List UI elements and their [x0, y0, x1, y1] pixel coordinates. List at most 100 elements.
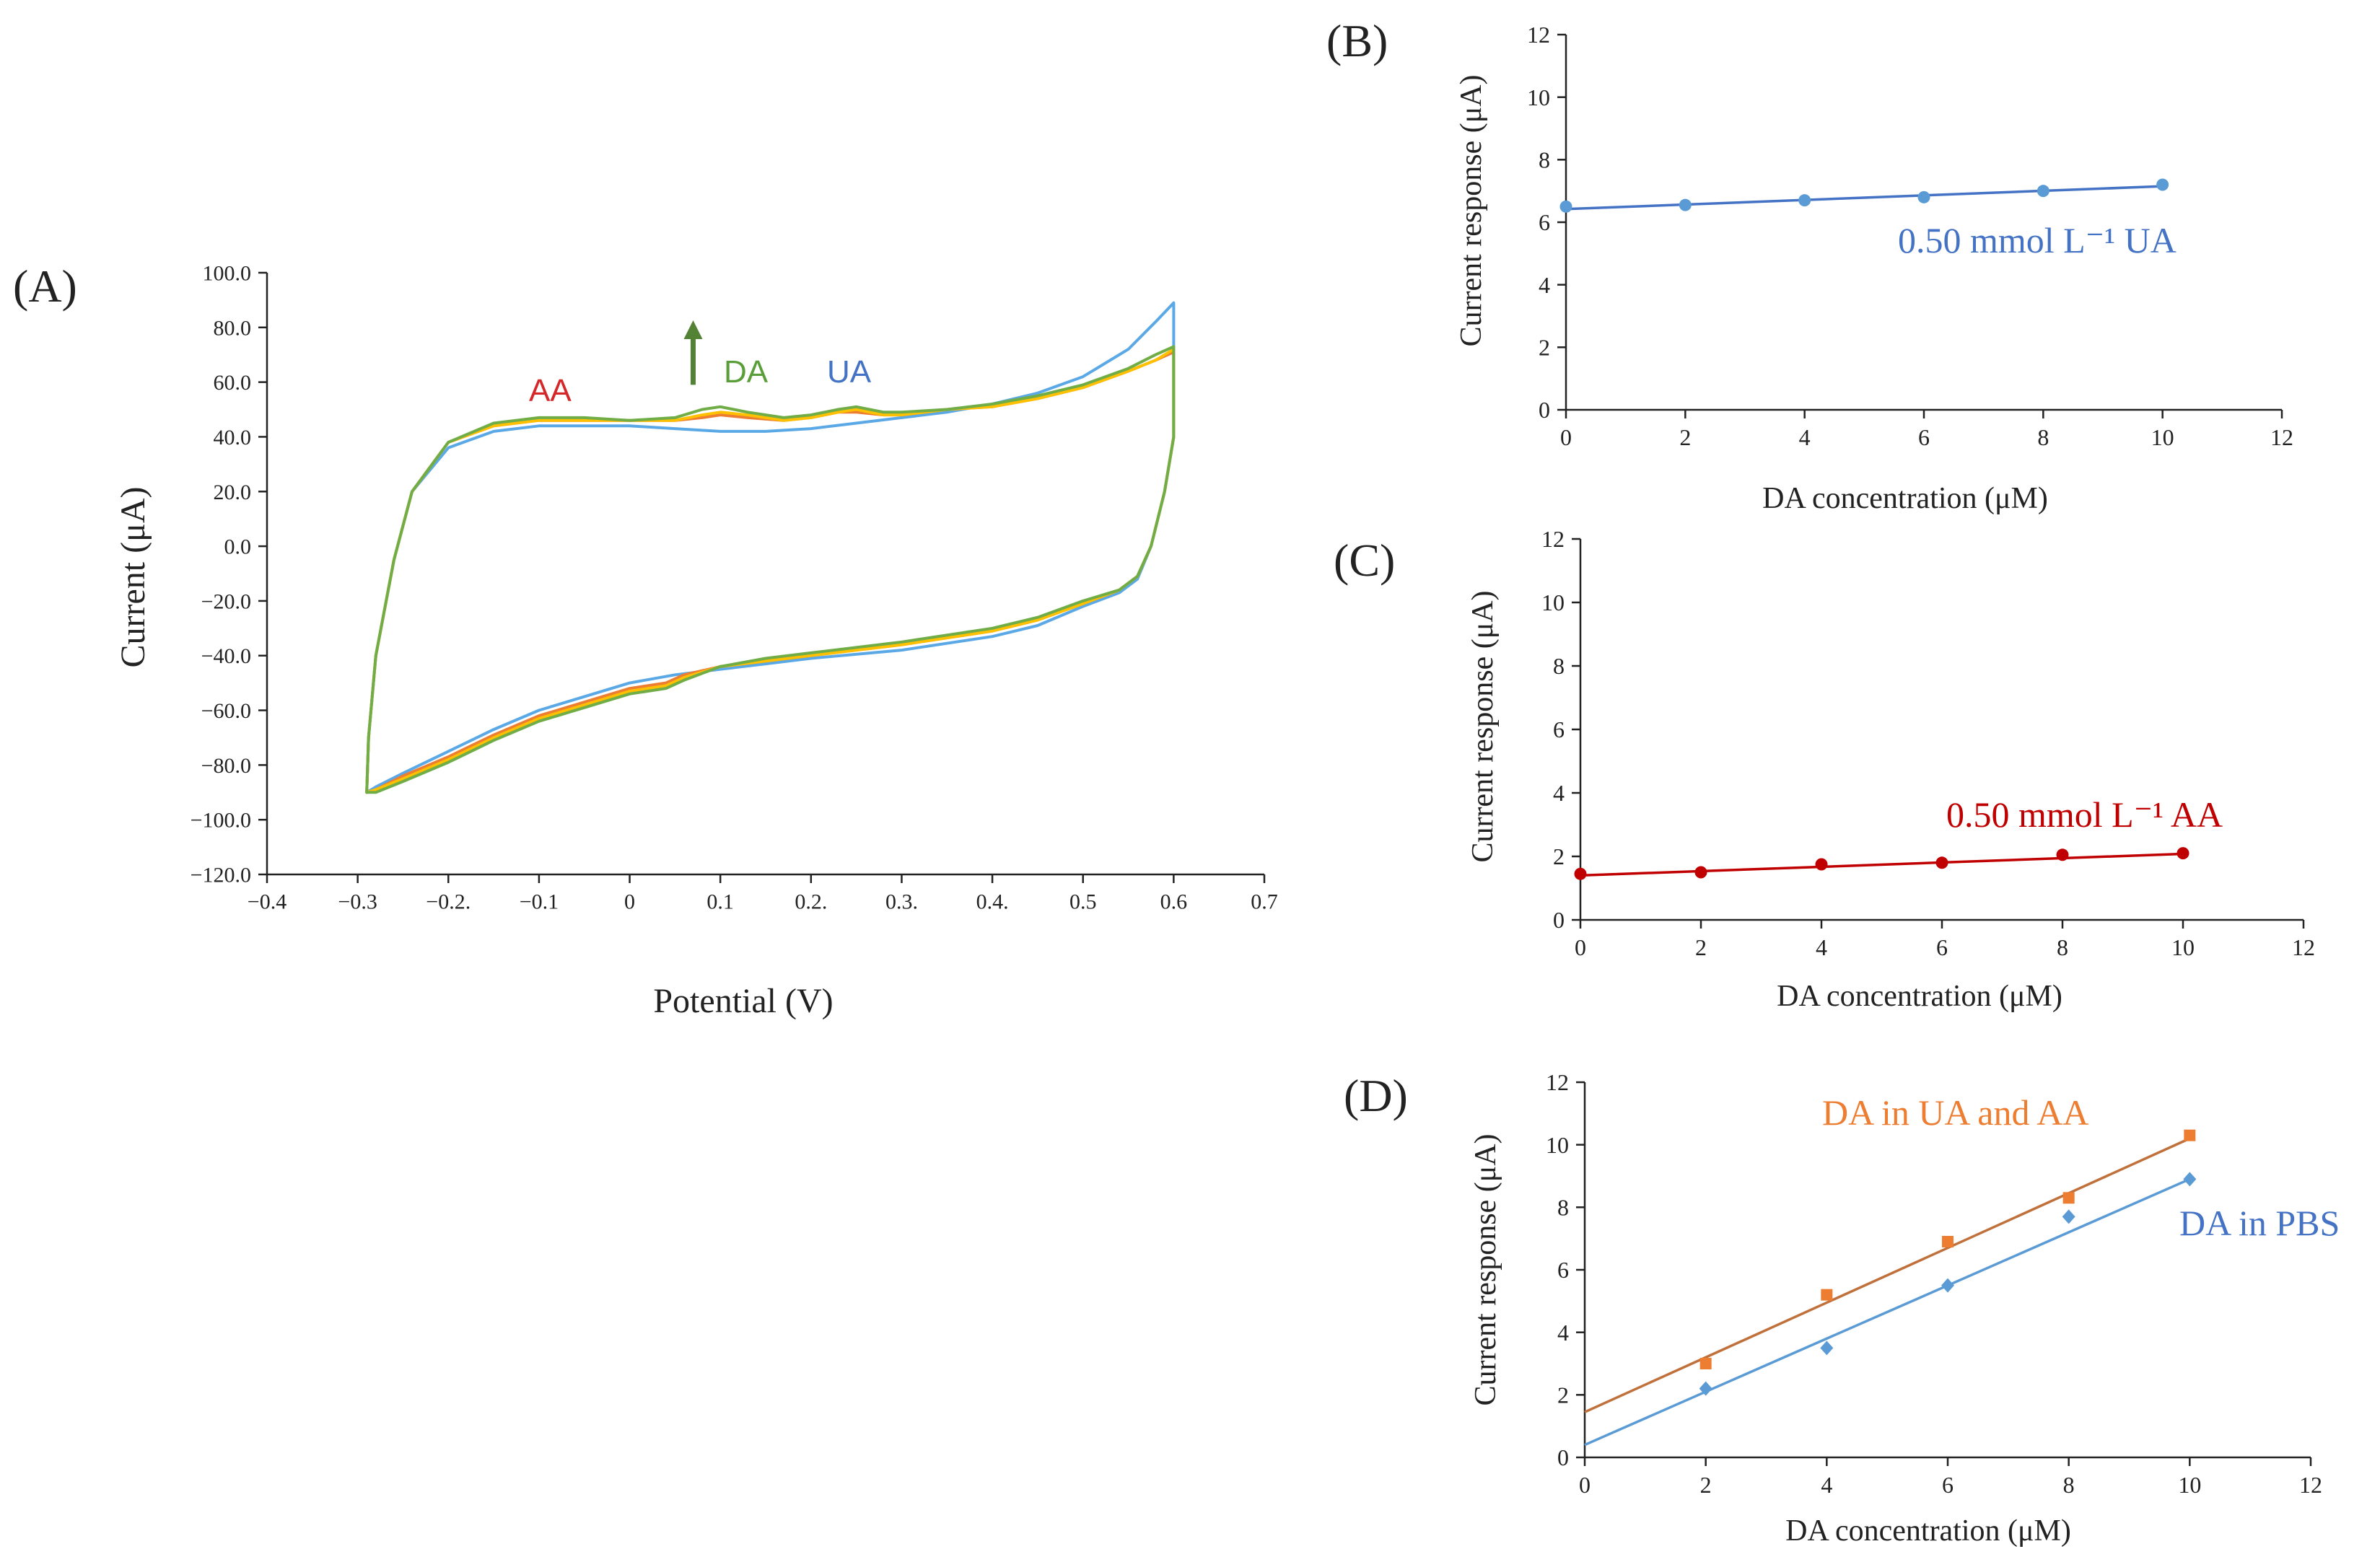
p2-data-point-0 — [1935, 856, 1948, 869]
p2-x-tick-label: 2 — [1695, 934, 1707, 960]
panel-label-b: (B) — [1326, 15, 1388, 66]
p2-y-tick-label: 4 — [1553, 780, 1565, 806]
p1-data-point-0 — [1679, 198, 1692, 211]
p1-data-point-0 — [1917, 190, 1930, 203]
p0-y-tick-label: 40.0 — [214, 426, 252, 449]
p1-x-tick-label: 12 — [2270, 424, 2293, 450]
p0-cv-loop-3 — [365, 345, 1176, 794]
p0-x-tick-label: 0.5 — [1069, 890, 1097, 914]
p0-y-tick-label: −60.0 — [201, 699, 251, 723]
p0-y-tick-label: −120.0 — [191, 864, 251, 887]
p2-y-tick-label: 10 — [1541, 589, 1565, 615]
p0-y-tick-label: −80.0 — [201, 754, 251, 778]
p1-data-point-0 — [1559, 200, 1572, 213]
p2-x-tick-label: 10 — [2171, 934, 2195, 960]
p1-y-tick-label: 12 — [1527, 22, 1550, 48]
p3-fit-line-0 — [1584, 1137, 2191, 1413]
p1-x-tick-label: 2 — [1679, 424, 1691, 450]
p0-y-tick-label: −100.0 — [191, 809, 251, 833]
p2-data-point-0 — [2056, 848, 2069, 861]
a-annotation-da: DA — [724, 354, 769, 390]
p3-data-point-1 — [2062, 1209, 2075, 1224]
a-ylabel: Current (μA) — [114, 487, 152, 668]
p1-y-tick-label: 8 — [1539, 147, 1550, 173]
p3-data-point-1 — [1699, 1381, 1712, 1396]
p2-x-tick-label: 4 — [1816, 934, 1827, 960]
p0-y-tick-label: 100.0 — [203, 262, 252, 286]
p0-y-tick-label: 20.0 — [214, 481, 252, 504]
p3-data-point-0 — [2184, 1129, 2196, 1141]
p3-x-tick-label: 4 — [1821, 1472, 1832, 1498]
p3-x-tick-label: 10 — [2178, 1472, 2201, 1498]
p3-y-tick-label: 0 — [1557, 1444, 1569, 1470]
p3-y-tick-label: 2 — [1557, 1382, 1569, 1408]
d-xlabel: DA concentration (μM) — [1785, 1514, 2071, 1548]
p1-y-tick-label: 4 — [1539, 272, 1550, 298]
p0-x-tick-label: 0.4. — [976, 890, 1009, 914]
p1-data-point-0 — [1798, 194, 1811, 207]
p0-cv-loop-2 — [365, 348, 1176, 794]
p3-data-point-0 — [2062, 1192, 2075, 1204]
p1-x-tick-label: 8 — [2037, 424, 2049, 450]
p0-y-tick-label: 60.0 — [214, 371, 252, 395]
p1-x-tick-label: 10 — [2151, 424, 2174, 450]
p2-x-tick-label: 0 — [1575, 934, 1586, 960]
p0-y-tick-label: −20.0 — [201, 589, 251, 613]
d-annotation-da-pbs: DA in PBS — [2179, 1203, 2340, 1243]
p2-y-tick-label: 0 — [1553, 907, 1565, 933]
p0-x-tick-label: −0.4 — [248, 890, 286, 914]
p0-y-tick-label: 80.0 — [214, 316, 252, 340]
p2-x-tick-label: 12 — [2292, 934, 2315, 960]
p2-y-tick-label: 8 — [1553, 653, 1565, 679]
p3-y-tick-label: 10 — [1546, 1132, 1569, 1158]
p2-y-tick-label: 6 — [1553, 716, 1565, 742]
p0-y-tick-label: 0.0 — [224, 535, 252, 559]
plot-marks: −120.0 −100.0 −80.0 −60.0 −40.0 −20.0 0.0 20.0 4… — [191, 22, 2322, 1498]
p1-y-tick-label: 10 — [1527, 84, 1550, 110]
panel-label-d: (D) — [1344, 1070, 1408, 1121]
p3-data-point-1 — [1820, 1341, 1834, 1356]
p3-x-tick-label: 8 — [2063, 1472, 2075, 1498]
a-annotation-aa: AA — [529, 373, 572, 408]
p0-increase-arrow-head — [683, 320, 703, 340]
p2-data-point-0 — [1815, 858, 1828, 871]
p0-x-tick-label: 0.1 — [706, 890, 734, 914]
p2-data-point-0 — [1574, 867, 1587, 880]
a-xlabel: Potential (V) — [653, 982, 833, 1020]
d-ylabel: Current response (μA) — [1469, 1133, 1502, 1405]
p0-x-tick-label: −0.3 — [338, 890, 377, 914]
panel-label-a: (A) — [13, 260, 77, 312]
b-ylabel: Current response (μA) — [1455, 74, 1488, 346]
a-annotation-ua: UA — [827, 354, 872, 390]
p1-y-tick-label: 0 — [1539, 397, 1550, 423]
c-ylabel: Current response (μA) — [1466, 590, 1500, 862]
d-annotation-da-ua-aa: DA in UA and AA — [1822, 1092, 2088, 1133]
p1-x-tick-label: 4 — [1799, 424, 1811, 450]
p3-fit-line-1 — [1584, 1177, 2191, 1447]
c-annotation-aa: 0.50 mmol L⁻¹ AA — [1946, 794, 2223, 835]
p2-data-point-0 — [1694, 866, 1707, 879]
c-xlabel: DA concentration (μM) — [1777, 980, 2062, 1013]
p0-y-tick-label: −40.0 — [201, 644, 251, 668]
p1-y-tick-label: 2 — [1539, 335, 1550, 361]
p0-cv-loop-0 — [365, 301, 1176, 794]
p0-x-tick-label: 0.7 — [1251, 890, 1278, 914]
p1-data-point-0 — [2036, 185, 2049, 198]
p3-y-tick-label: 8 — [1557, 1195, 1569, 1221]
p2-fit-line-0 — [1580, 852, 2184, 877]
p0-x-tick-label: 0 — [624, 890, 635, 914]
p1-x-tick-label: 0 — [1560, 424, 1572, 450]
p1-fit-line-0 — [1565, 185, 2163, 211]
p3-data-point-0 — [1942, 1236, 1954, 1247]
p2-x-tick-label: 6 — [1936, 934, 1948, 960]
p0-x-tick-label: 0.3. — [885, 890, 918, 914]
p2-y-tick-label: 2 — [1553, 843, 1565, 869]
p0-x-tick-label: 0.6 — [1160, 890, 1188, 914]
p3-y-tick-label: 12 — [1546, 1069, 1569, 1095]
p2-y-tick-label: 12 — [1541, 526, 1565, 552]
p0-x-tick-label: −0.2. — [426, 890, 471, 914]
p3-y-tick-label: 6 — [1557, 1257, 1569, 1283]
p3-x-tick-label: 2 — [1700, 1472, 1712, 1498]
p3-y-tick-label: 4 — [1557, 1320, 1569, 1346]
p3-data-point-0 — [1699, 1358, 1712, 1369]
